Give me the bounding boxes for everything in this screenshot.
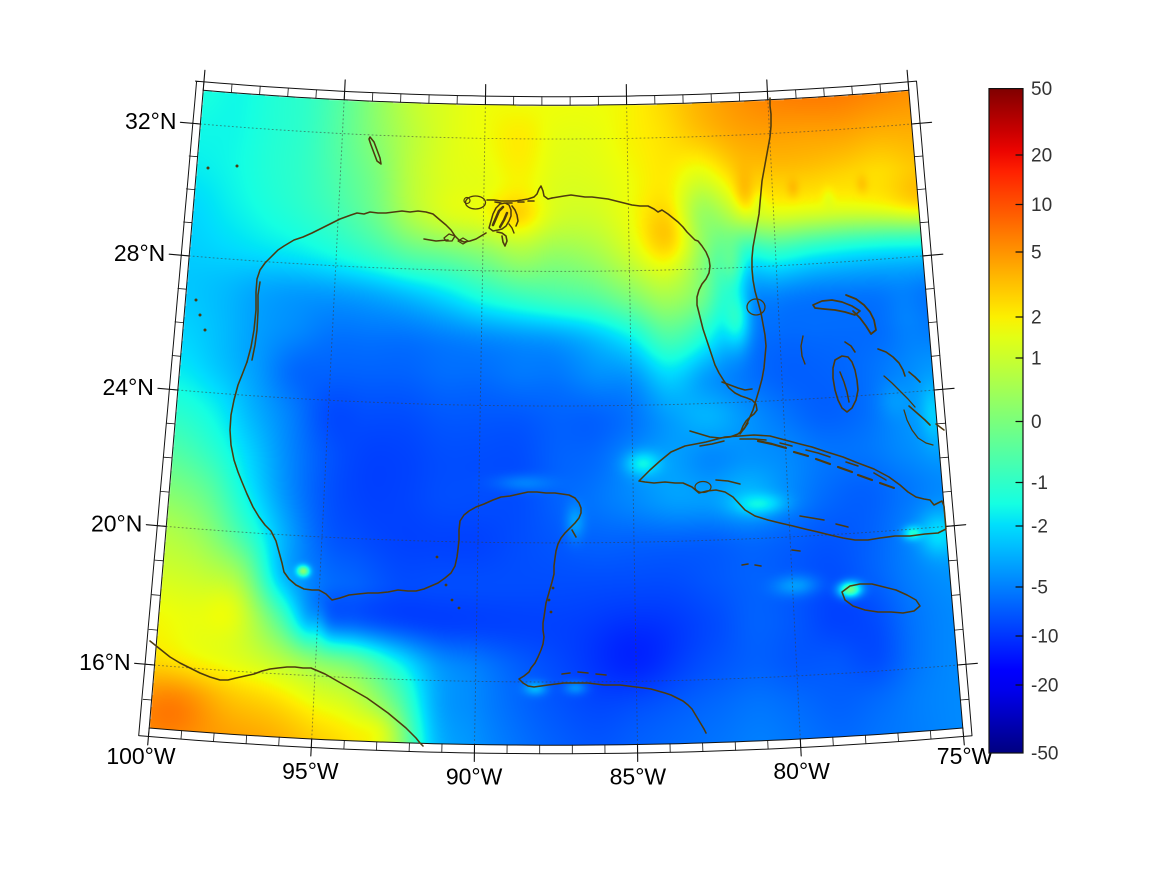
svg-text:85°W: 85°W [610,764,667,790]
svg-text:-10: -10 [1031,627,1058,648]
svg-text:1: 1 [1031,349,1042,370]
svg-text:50: 50 [1031,79,1052,100]
svg-text:5: 5 [1031,243,1042,264]
svg-text:90°W: 90°W [446,764,503,790]
svg-text:-2: -2 [1031,517,1048,538]
svg-text:0: 0 [1031,412,1042,433]
svg-text:95°W: 95°W [282,758,339,784]
svg-text:-1: -1 [1031,473,1048,494]
svg-text:-5: -5 [1031,578,1048,599]
svg-text:16°N: 16°N [79,649,130,675]
svg-text:20: 20 [1031,146,1052,167]
svg-text:28°N: 28°N [114,240,165,266]
svg-text:20°N: 20°N [91,510,142,536]
svg-text:75°W: 75°W [937,743,994,769]
svg-text:32°N: 32°N [125,108,176,134]
svg-text:10: 10 [1031,195,1052,216]
svg-text:100°W: 100°W [106,743,176,769]
svg-text:80°W: 80°W [773,758,830,784]
svg-text:2: 2 [1031,308,1042,329]
svg-text:-50: -50 [1031,744,1058,765]
svg-text:-20: -20 [1031,676,1058,697]
svg-text:24°N: 24°N [102,374,153,400]
